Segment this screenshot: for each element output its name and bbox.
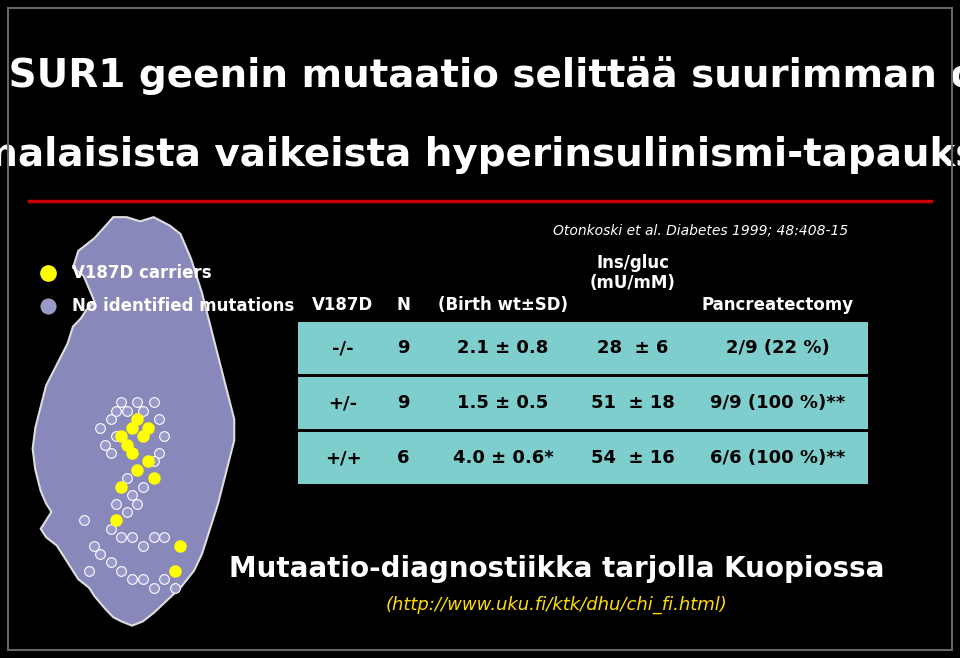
- Text: 51  ± 18: 51 ± 18: [591, 394, 675, 412]
- Text: suomalaisista vaikeista hyperinsulinismi-tapauksista: suomalaisista vaikeista hyperinsulinismi…: [0, 136, 960, 174]
- Text: (http://www.uku.fi/ktk/dhu/chi_fi.html): (http://www.uku.fi/ktk/dhu/chi_fi.html): [386, 596, 728, 615]
- Text: 6: 6: [396, 449, 409, 467]
- Text: V187D: V187D: [312, 296, 373, 315]
- Text: 9/9 (100 %)**: 9/9 (100 %)**: [710, 394, 846, 412]
- Text: 2/9 (22 %): 2/9 (22 %): [726, 340, 829, 357]
- Text: -/-: -/-: [332, 340, 354, 357]
- Text: (Birth wt±SD): (Birth wt±SD): [438, 296, 568, 315]
- Text: 28  ± 6: 28 ± 6: [597, 340, 669, 357]
- Text: 4.0 ± 0.6*: 4.0 ± 0.6*: [452, 449, 553, 467]
- Text: 54  ± 16: 54 ± 16: [591, 449, 675, 467]
- Text: Ins/gluc: Ins/gluc: [596, 254, 669, 272]
- Text: Pancreatectomy: Pancreatectomy: [702, 296, 854, 315]
- Text: No identified mutations: No identified mutations: [72, 297, 295, 315]
- Text: Otonkoski et al. Diabetes 1999; 48:408-15: Otonkoski et al. Diabetes 1999; 48:408-1…: [553, 223, 849, 238]
- Text: 1.5 ± 0.5: 1.5 ± 0.5: [457, 394, 548, 412]
- Polygon shape: [33, 217, 234, 626]
- Bar: [298, 432, 868, 484]
- Text: Yksi SUR1 geenin mutaatio selittää suurimman osan: Yksi SUR1 geenin mutaatio selittää suuri…: [0, 56, 960, 95]
- Text: V187D carriers: V187D carriers: [72, 264, 211, 282]
- Text: N: N: [396, 296, 410, 315]
- Text: 9: 9: [396, 340, 409, 357]
- Text: 2.1 ± 0.8: 2.1 ± 0.8: [457, 340, 549, 357]
- Bar: [298, 322, 868, 374]
- Text: +/+: +/+: [324, 449, 361, 467]
- Bar: [298, 377, 868, 429]
- Text: (mU/mM): (mU/mM): [590, 274, 676, 292]
- Text: +/-: +/-: [328, 394, 357, 412]
- Text: Mutaatio-diagnostiikka tarjolla Kuopiossa: Mutaatio-diagnostiikka tarjolla Kuopioss…: [229, 555, 884, 583]
- Text: 9: 9: [396, 394, 409, 412]
- Text: 6/6 (100 %)**: 6/6 (100 %)**: [710, 449, 846, 467]
